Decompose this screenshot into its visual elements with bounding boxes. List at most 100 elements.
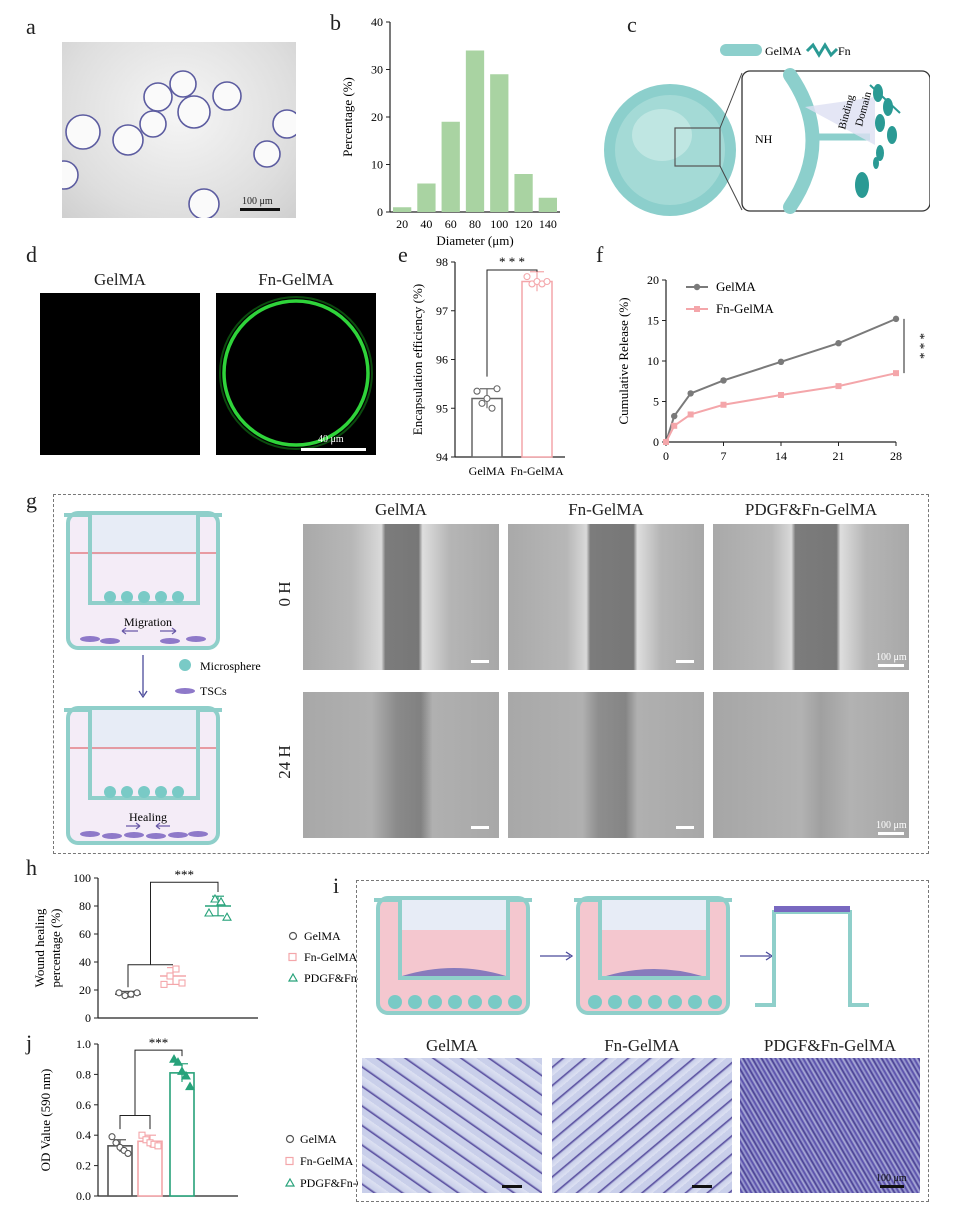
d-title-fn-gelma: Fn-GelMA [258,270,334,289]
j-data-point [108,1133,116,1141]
e-y-tick-label: 97 [436,304,448,318]
chart-e: 94 95 96 97 98 GelMA Fn-GelMA * * * Encapsulatio… [410,254,565,478]
zoom-line-bottom [719,165,743,211]
e-data-point [473,387,481,395]
b-y-tick-label: 30 [371,63,383,77]
b-bar [465,50,485,212]
transwell-step-1 [374,896,532,1015]
legend-tscs: TSCs [200,684,227,698]
e-y-tick-label: 98 [436,255,448,269]
h-y-tick-label: 80 [79,899,91,913]
h-bracket-high [150,881,219,965]
b-x-axis-label: Diameter (μm) [436,233,513,248]
j-data-point [112,1139,120,1147]
panel-label-c: c [627,12,637,37]
e-x-tick-label: Fn-GelMA [510,464,564,478]
g-col-title-fn-gelma: Fn-GelMA [568,500,644,519]
tscs-legend-icon [175,688,195,694]
transwell-top: Migration [64,511,222,650]
h-legend-marker [288,952,297,962]
i-col-title-gelma: GelMA [426,1036,478,1055]
h-legend-label: PDGF&Fn-GelMA [304,971,358,985]
h-legend-label: Fn-GelMA [304,950,358,964]
h-data-point [115,989,123,997]
g-col-title-gelma: GelMA [375,500,427,519]
j-legend-marker [285,1134,295,1144]
f-y-tick-label: 0 [653,435,659,449]
b-x-tick-label: 60 [445,217,457,231]
j-y-tick-label: 0.0 [76,1189,91,1203]
b-y-axis-label: Percentage (%) [340,77,355,157]
scalebar-i-label: 100 μm [876,1173,907,1184]
chart-f: 0 5 10 15 20 0 7 14 21 28 GelMA Fn-GelMA * * * Cumula… [616,273,928,463]
e-y-tick-label: 95 [436,401,448,415]
f-data-point [663,439,669,445]
b-bar [538,197,557,212]
j-data-point [124,1149,132,1157]
f-x-tick-label: 0 [663,449,669,463]
f-data-point [687,390,694,397]
j-bar [137,1140,163,1197]
h-y-axis-label: percentage (%) [48,908,63,987]
j-legend-label: GelMA [300,1132,337,1146]
f-y-tick-label: 5 [653,395,659,409]
h-data-point [127,990,135,998]
f-data-point [893,370,899,377]
crystal-violet-gelma [362,1058,542,1193]
chart-j: 0.0 0.2 0.4 0.6 0.8 1.0 GelMA Fn-GelMA PDGF&Fn-G… [38,1035,358,1203]
j-legend-marker [284,1177,296,1187]
microsphere-circles [62,70,296,218]
f-data-point [835,339,842,347]
e-data-point [488,404,496,412]
b-x-tick-label: 120 [515,217,533,231]
b-bar [393,207,412,212]
d-title-gelma: GelMA [94,270,146,289]
f-data-point [671,422,678,429]
f-significance: * * * [913,333,928,359]
h-legend-marker [287,972,299,982]
i-col-title-pdgf-fn-gelma: PDGF&Fn-GelMA [763,1036,897,1055]
zoom-line-top [719,72,743,129]
transwell-invasion-diagram [374,896,869,1015]
f-legend-label: GelMA [716,279,756,294]
zoom-box [741,70,930,212]
f-data-point [720,377,727,384]
label-migration: Migration [124,615,172,629]
h-y-tick-label: 100 [73,871,91,885]
e-data-point [543,277,551,286]
fluorescent-ring [222,299,370,447]
gelma-legend-icon [720,44,762,56]
j-bracket-high [134,1049,183,1116]
e-significance-bracket [486,269,538,377]
f-y-axis-label: Cumulative Release (%) [616,297,631,424]
b-bar [441,121,460,212]
h-y-tick-label: 60 [79,927,91,941]
f-legend-marker [694,306,700,312]
j-y-tick-label: 0.4 [76,1128,91,1142]
gelma-chain [783,68,820,214]
j-legend-marker [285,1156,294,1166]
scratch-gelma-0h [303,524,499,670]
f-y-tick-label: 10 [647,354,659,368]
j-data-point [138,1131,146,1139]
f-y-tick-label: 15 [647,314,659,328]
scratch-pdgf-fn-gelma-24h: 100 μm [713,692,909,838]
fn-legend-icon [805,42,839,58]
panel-i-frame [356,880,929,1202]
b-bar [417,183,436,212]
b-x-tick-label: 40 [420,217,432,231]
b-x-tick-label: 140 [539,217,557,231]
j-y-tick-label: 1.0 [76,1037,91,1051]
f-x-tick-label: 7 [721,449,727,463]
b-x-tick-label: 20 [396,217,408,231]
legend-gelma: GelMA [765,44,802,58]
panel-label-a: a [26,14,36,39]
h-data-point [178,979,186,987]
h-data-point [121,992,129,1000]
h-data-point [222,912,232,921]
b-x-tick-label: 100 [490,217,508,231]
j-bracket-low [119,1114,151,1130]
panel-label-f: f [596,242,604,267]
b-y-tick-label: 10 [371,158,383,172]
fluorescence-fn-gelma: 40 μm [216,293,376,455]
